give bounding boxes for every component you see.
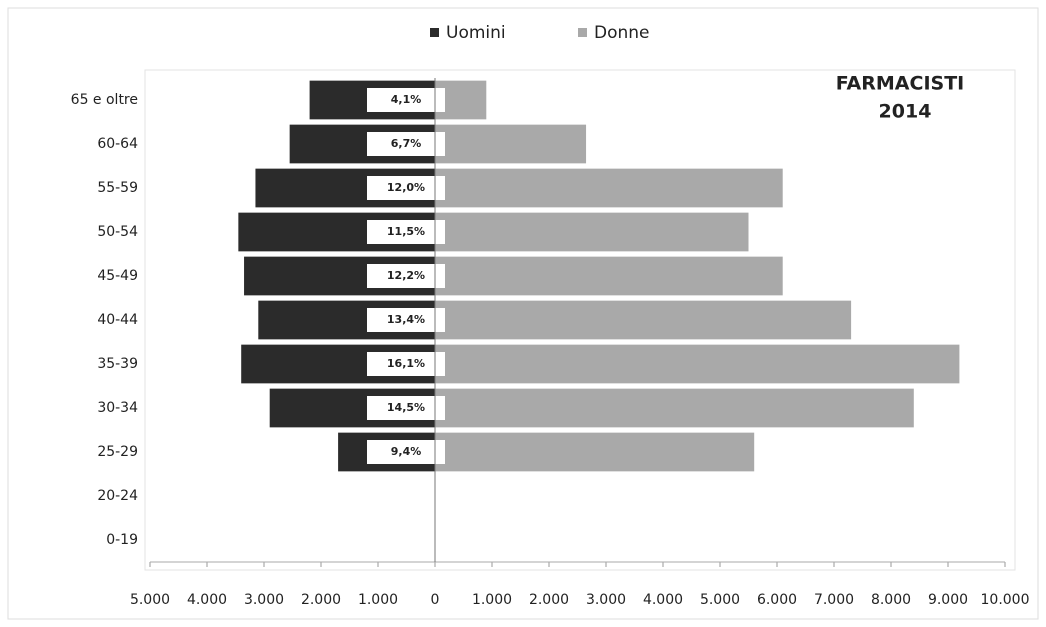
x-tick-label: 2.000	[529, 592, 569, 608]
share-label-box	[367, 176, 445, 200]
bar	[435, 344, 960, 384]
bar	[435, 300, 852, 340]
y-tick-label: 20-24	[97, 488, 138, 504]
share-label: 12,0%	[387, 181, 425, 194]
x-tick-label: 5.000	[130, 592, 170, 608]
legend-swatch	[578, 28, 587, 37]
x-tick-label: 2.000	[301, 592, 341, 608]
x-tick-label: 10.000	[981, 592, 1030, 608]
share-label-box	[367, 132, 445, 156]
x-tick-label: 9.000	[928, 592, 968, 608]
x-tick-label: 4.000	[187, 592, 227, 608]
legend-label: Uomini	[446, 23, 506, 43]
annotation: FARMACISTI	[836, 73, 964, 95]
x-tick-label: 3.000	[586, 592, 626, 608]
x-tick-label: 0	[431, 592, 440, 608]
y-tick-label: 25-29	[97, 444, 138, 460]
share-label-box	[367, 396, 445, 420]
x-tick-label: 4.000	[643, 592, 683, 608]
x-tick-label: 6.000	[757, 592, 797, 608]
x-tick-label: 1.000	[358, 592, 398, 608]
y-tick-label: 35-39	[97, 356, 138, 372]
y-tick-label: 30-34	[97, 400, 138, 416]
share-label-box	[367, 88, 445, 112]
y-tick-label: 65 e oltre	[71, 92, 138, 108]
share-label: 16,1%	[387, 357, 425, 370]
share-label: 13,4%	[387, 313, 425, 326]
share-label: 12,2%	[387, 269, 425, 282]
bar	[435, 432, 755, 472]
share-label: 4,1%	[391, 93, 422, 106]
y-tick-label: 40-44	[97, 312, 138, 328]
share-label: 11,5%	[387, 225, 425, 238]
share-label-box	[367, 308, 445, 332]
y-tick-label: 0-19	[106, 532, 138, 548]
share-label: 14,5%	[387, 401, 425, 414]
y-tick-label: 45-49	[97, 268, 138, 284]
x-tick-label: 1.000	[472, 592, 512, 608]
share-label: 6,7%	[391, 137, 422, 150]
annotation: 2014	[879, 101, 932, 123]
bar	[435, 256, 783, 296]
share-label-box	[367, 220, 445, 244]
legend-label: Donne	[594, 23, 650, 43]
y-tick-label: 55-59	[97, 180, 138, 196]
bar	[435, 168, 783, 208]
y-tick-label: 50-54	[97, 224, 138, 240]
x-tick-label: 5.000	[700, 592, 740, 608]
x-tick-label: 3.000	[244, 592, 284, 608]
share-label-box	[367, 352, 445, 376]
share-label: 9,4%	[391, 445, 422, 458]
share-label-box	[367, 440, 445, 464]
bar	[435, 212, 749, 252]
plot-area	[144, 69, 1016, 571]
share-label-box	[367, 264, 445, 288]
x-tick-label: 8.000	[871, 592, 911, 608]
legend-swatch	[430, 28, 439, 37]
bar	[435, 124, 587, 164]
y-tick-label: 60-64	[97, 136, 138, 152]
chart-frame	[7, 7, 1039, 620]
x-tick-label: 7.000	[814, 592, 854, 608]
bar	[435, 388, 914, 428]
